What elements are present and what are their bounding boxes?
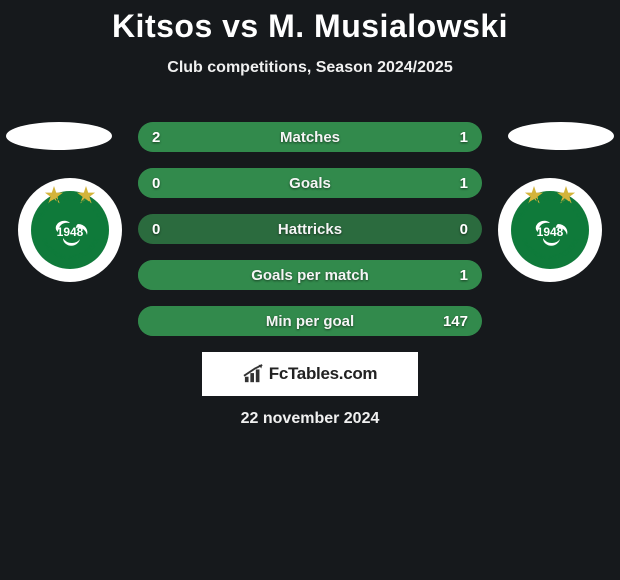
stat-label: Matches xyxy=(138,122,482,152)
stat-row: 1Goals per match xyxy=(138,260,482,290)
stat-label: Goals per match xyxy=(138,260,482,290)
stats-panel: 21Matches 01Goals 00Hattricks 1Goals per ma… xyxy=(138,122,482,352)
brand-box[interactable]: FcTables.com xyxy=(202,352,418,396)
team-left-logo: ΑΘΛΗΤΙΚΟΣ ΣΥΛΛΟΓΟΣ ΟΜΟΝΟΙΑ ΛΕΥΚΩΣΙΑΣ 194… xyxy=(18,178,122,282)
team-right-logo: ΑΘΛΗΤΙΚΟΣ ΣΥΛΛΟΓΟΣ ΟΜΟΝΟΙΑ ΛΕΥΚΩΣΙΑΣ 194… xyxy=(498,178,602,282)
brand-chart-icon xyxy=(243,364,265,384)
footer-date: 22 november 2024 xyxy=(0,410,620,428)
subtitle: Club competitions, Season 2024/2025 xyxy=(0,59,620,77)
brand-text: FcTables.com xyxy=(269,364,378,384)
stat-label: Goals xyxy=(138,168,482,198)
flag-right xyxy=(508,122,614,150)
stat-row: 01Goals xyxy=(138,168,482,198)
stat-label: Min per goal xyxy=(138,306,482,336)
svg-text:1948: 1948 xyxy=(537,225,564,239)
stat-label: Hattricks xyxy=(138,214,482,244)
stat-row: 147Min per goal xyxy=(138,306,482,336)
page-title: Kitsos vs M. Musialowski xyxy=(0,0,620,45)
stat-row: 00Hattricks xyxy=(138,214,482,244)
flag-left xyxy=(6,122,112,150)
stat-row: 21Matches xyxy=(138,122,482,152)
svg-text:1948: 1948 xyxy=(57,225,84,239)
